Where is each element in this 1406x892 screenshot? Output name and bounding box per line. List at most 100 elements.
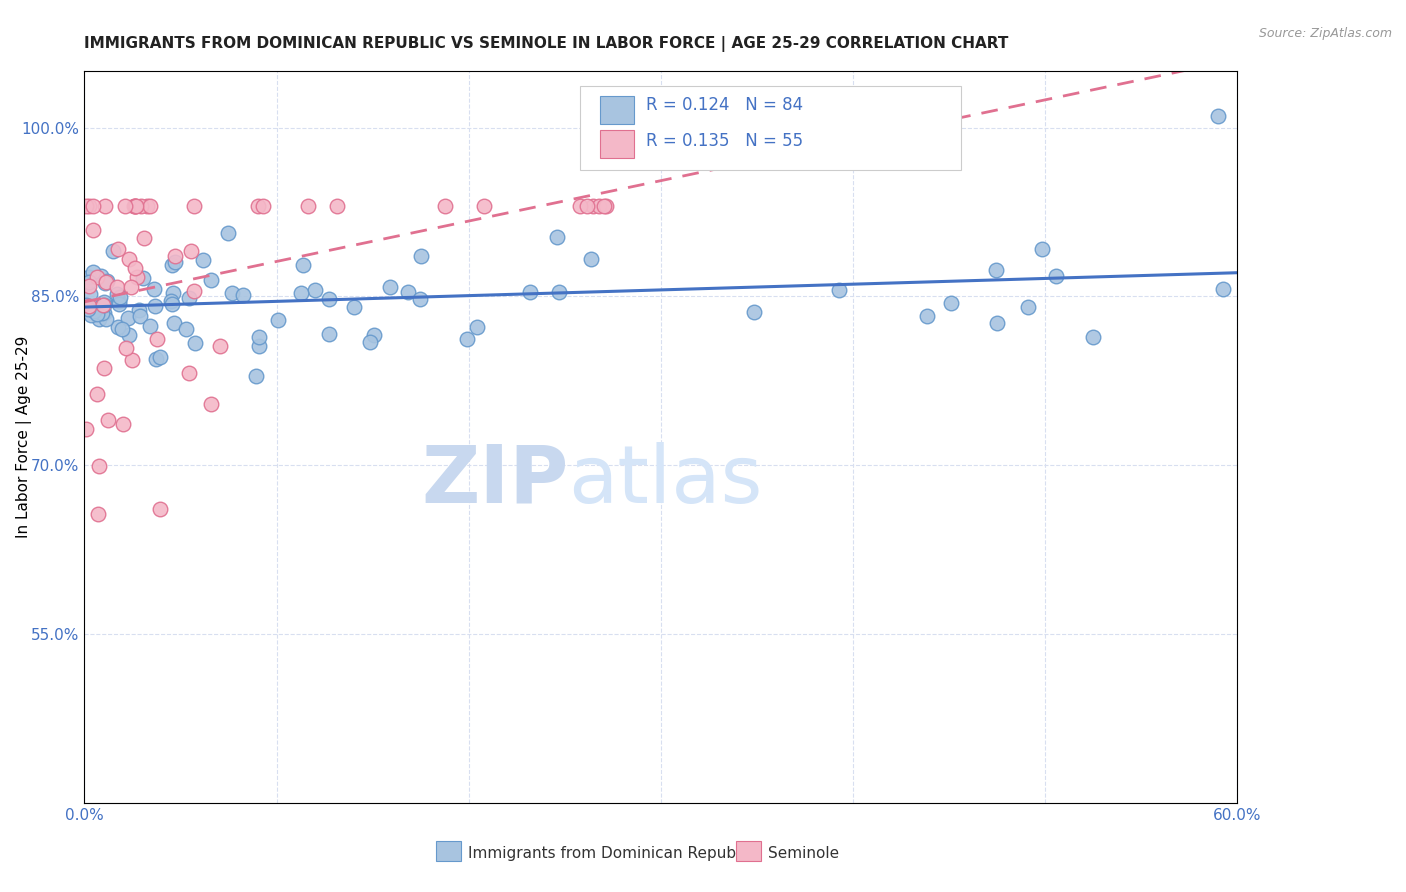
FancyBboxPatch shape [581, 86, 960, 170]
Point [149, 351, 172, 365]
Point [77, 275, 100, 289]
Text: Immigrants from Dominican Republic: Immigrants from Dominican Republic [468, 846, 754, 861]
Point [252, 199, 274, 213]
Point [129, 199, 152, 213]
Point [217, 227, 239, 241]
Point [139, 319, 162, 334]
Point [325, 199, 347, 213]
Point [132, 271, 155, 285]
Text: R = 0.135   N = 55: R = 0.135 N = 55 [645, 132, 803, 150]
Point [93, 298, 115, 312]
Point [139, 199, 162, 213]
Point [134, 231, 156, 245]
Point [149, 502, 172, 516]
Point [146, 332, 169, 346]
Point [90, 268, 112, 283]
Point [939, 296, 962, 310]
Point [318, 327, 340, 342]
Point [160, 297, 183, 311]
Point [266, 313, 288, 327]
Point [110, 290, 132, 304]
Point [111, 322, 134, 336]
Point [180, 244, 202, 259]
Point [79, 199, 101, 213]
Point [318, 292, 340, 306]
Point [96, 275, 118, 289]
Point [80, 309, 103, 323]
Point [191, 252, 214, 267]
FancyBboxPatch shape [600, 130, 634, 158]
Point [135, 199, 157, 213]
Point [89, 459, 111, 474]
Point [87, 311, 110, 326]
Point [82, 223, 104, 237]
Point [142, 282, 165, 296]
Point [108, 297, 131, 311]
Point [742, 305, 765, 319]
Point [183, 199, 205, 213]
FancyBboxPatch shape [600, 96, 634, 124]
Point [118, 252, 141, 266]
Point [76, 301, 98, 316]
Point [247, 330, 270, 344]
Point [96, 274, 118, 288]
Point [467, 320, 489, 334]
Point [83, 303, 105, 318]
Point [107, 287, 129, 301]
Point [359, 335, 381, 350]
Point [409, 249, 432, 263]
Point [94, 312, 117, 326]
Point [107, 243, 129, 257]
Point [200, 273, 222, 287]
Point [90, 299, 112, 313]
Point [548, 285, 571, 300]
Point [304, 283, 326, 297]
Point [145, 352, 167, 367]
Point [124, 199, 146, 213]
Point [247, 339, 270, 353]
Point [986, 316, 1008, 330]
Point [595, 199, 617, 213]
Y-axis label: In Labor Force | Age 25-29: In Labor Force | Age 25-29 [17, 336, 32, 538]
Point [77, 299, 100, 313]
Point [117, 310, 139, 325]
Point [91, 298, 114, 312]
Text: Seminole: Seminole [768, 846, 839, 861]
Point [87, 508, 110, 522]
Point [93, 294, 115, 309]
Point [118, 328, 141, 343]
Text: R = 0.124   N = 84: R = 0.124 N = 84 [645, 96, 803, 114]
Point [97, 413, 120, 427]
Point [1212, 282, 1234, 296]
Point [125, 199, 148, 213]
Point [588, 199, 610, 213]
Point [163, 316, 186, 330]
Point [160, 258, 183, 272]
Point [162, 286, 184, 301]
Point [245, 369, 267, 384]
Point [209, 339, 232, 353]
Point [94, 276, 117, 290]
Point [984, 263, 1007, 277]
Point [75, 298, 97, 312]
Point [165, 249, 187, 263]
Point [380, 280, 402, 294]
Point [121, 352, 143, 367]
Point [546, 230, 568, 244]
Text: IMMIGRANTS FROM DOMINICAN REPUBLIC VS SEMINOLE IN LABOR FORCE | AGE 25-29 CORREL: IMMIGRANTS FROM DOMINICAN REPUBLIC VS SE… [84, 36, 1008, 52]
Point [472, 199, 495, 213]
Point [179, 366, 201, 380]
Point [184, 335, 207, 350]
Point [93, 305, 115, 319]
Point [519, 285, 541, 299]
Point [232, 288, 254, 302]
Point [1045, 269, 1067, 284]
Point [101, 244, 124, 258]
Point [122, 199, 145, 213]
Point [593, 199, 616, 213]
Point [124, 199, 146, 213]
Point [93, 361, 115, 376]
Point [582, 199, 605, 213]
Text: Source: ZipAtlas.com: Source: ZipAtlas.com [1258, 27, 1392, 40]
Point [125, 270, 148, 285]
